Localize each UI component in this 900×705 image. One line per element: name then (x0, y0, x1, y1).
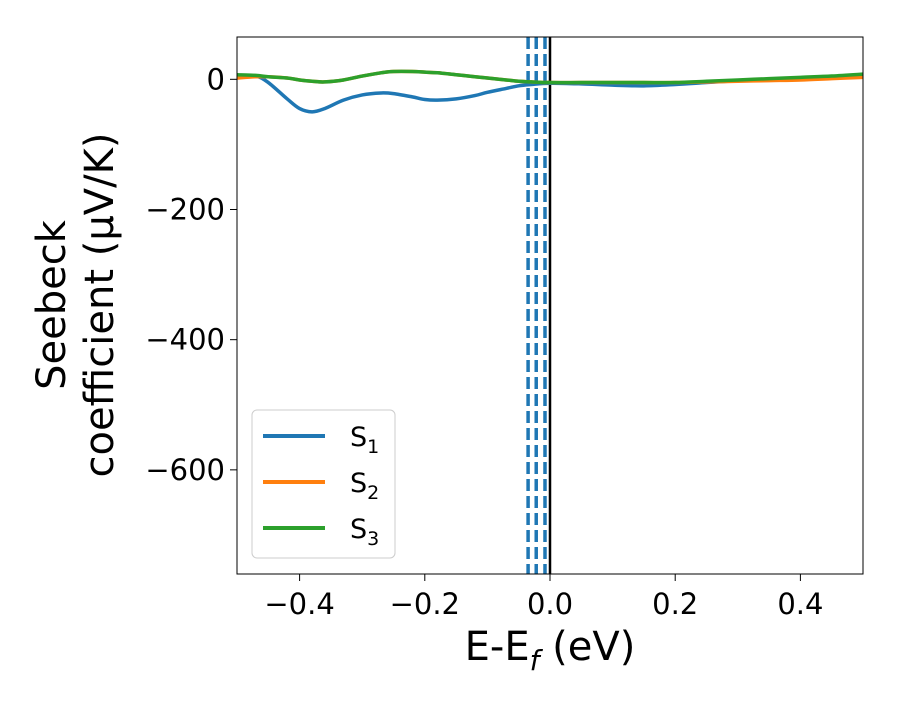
x-axis-ticks: −0.4 −0.2 0.0 0.2 0.4 (264, 574, 823, 621)
legend-label-3: S3 (350, 514, 379, 550)
legend-label-1: S1 (350, 422, 379, 458)
x-tick-label: −0.4 (264, 587, 334, 621)
y-tick-label: −600 (145, 453, 225, 487)
x-axis-label: E-Ef (eV) (465, 624, 636, 677)
y-tick-label: −400 (145, 323, 225, 357)
x-tick-label: −0.2 (390, 587, 460, 621)
x-tick-label: 0.4 (777, 587, 823, 621)
series-lines (237, 69, 863, 114)
y-tick-label: 0 (207, 62, 225, 96)
y-axis-ticks: 0 −200 −400 −600 (145, 62, 237, 487)
series-line-3 (237, 69, 863, 85)
y-tick-label: −200 (145, 192, 225, 226)
legend: S1 S2 S3 (251, 409, 396, 559)
y-axis-label-line2: coefficient (μV/K) (77, 133, 123, 478)
x-tick-label: 0.0 (527, 587, 573, 621)
x-tick-label: 0.2 (652, 587, 698, 621)
y-axis-label: Seebeck coefficient (μV/K) (29, 133, 123, 478)
y-axis-label-line1: Seebeck (29, 219, 75, 390)
vertical-reference-lines (526, 37, 552, 574)
legend-label-2: S2 (350, 468, 379, 504)
